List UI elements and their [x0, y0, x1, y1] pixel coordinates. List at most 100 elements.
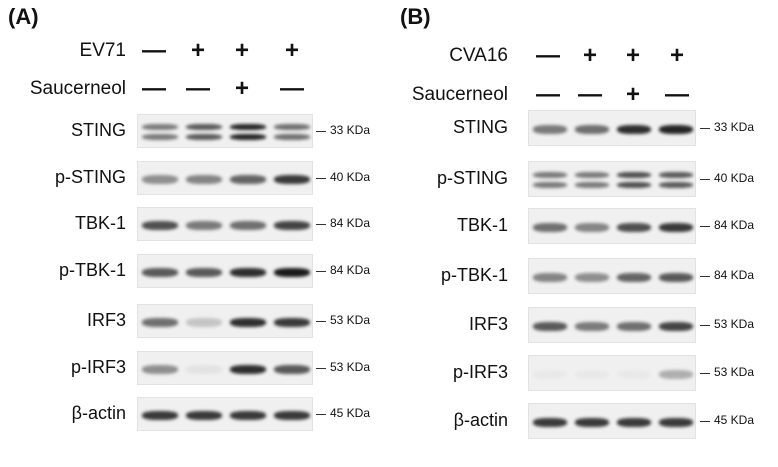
blot-band	[533, 172, 567, 178]
blot-band	[659, 321, 693, 331]
mw-tick-mark	[316, 321, 326, 322]
plus-sign: +	[284, 37, 299, 64]
blot-band	[142, 410, 178, 420]
molecular-weight-label: 53 KDa	[330, 313, 371, 327]
blot-band	[186, 317, 222, 327]
blot-strip	[137, 304, 313, 338]
blot-band	[274, 317, 310, 327]
blot-strip	[137, 351, 313, 385]
molecular-weight-label: 84 KDa	[714, 218, 755, 232]
blot-band	[575, 272, 609, 282]
molecular-weight-label: 84 KDa	[330, 263, 371, 277]
plus-sign: +	[582, 42, 597, 69]
blot-strip	[137, 114, 313, 148]
blot-band	[230, 220, 266, 230]
blot-band	[186, 267, 222, 277]
mw-tick-mark	[316, 178, 326, 179]
molecular-weight-label: 84 KDa	[714, 268, 755, 282]
minus-sign: —	[665, 81, 689, 108]
blot-band	[274, 174, 310, 184]
blot-band	[659, 124, 693, 134]
blot-band	[142, 317, 178, 327]
mw-tick-mark	[700, 276, 710, 277]
protein-label: p-TBK-1	[58, 260, 126, 280]
blot-band	[142, 124, 178, 130]
molecular-weight-label: 45 KDa	[714, 413, 755, 427]
blot-band	[659, 417, 693, 427]
condition-label: CVA16	[449, 45, 508, 66]
protein-label: TBK-1	[456, 215, 508, 235]
molecular-weight-label: 33 KDa	[330, 123, 371, 137]
molecular-weight-label: 53 KDa	[714, 365, 755, 379]
blot-strip	[528, 110, 696, 146]
blot-band	[186, 410, 222, 420]
blot-band	[533, 321, 567, 331]
blot-band	[230, 174, 266, 184]
blot-band	[617, 124, 651, 134]
blot-band	[659, 172, 693, 178]
blot-strip	[528, 161, 696, 197]
mw-tick-mark	[700, 179, 710, 180]
blot-band	[533, 124, 567, 134]
blot-band	[230, 124, 266, 130]
blot-band	[274, 364, 310, 374]
blot-band	[230, 134, 266, 140]
blot-band	[186, 124, 222, 130]
blot-band	[274, 220, 310, 230]
protein-label: p-IRF3	[70, 357, 126, 377]
protein-label: p-TBK-1	[440, 265, 508, 285]
plus-sign: +	[669, 42, 684, 69]
minus-sign: —	[280, 75, 304, 102]
blot-band	[617, 172, 651, 178]
mw-tick-mark	[316, 271, 326, 272]
molecular-weight-label: 84 KDa	[330, 216, 371, 230]
blot-band	[230, 317, 266, 327]
mw-tick-mark	[700, 373, 710, 374]
blot-band	[617, 370, 651, 379]
blot-band	[575, 417, 609, 427]
protein-label: IRF3	[468, 314, 508, 334]
blot-strip	[528, 355, 696, 391]
blot-band	[575, 321, 609, 331]
mw-tick-mark	[316, 224, 326, 225]
blot-band	[533, 222, 567, 232]
protein-label: β-actin	[453, 410, 508, 430]
condition-label: Saucerneol	[29, 78, 126, 99]
blot-band	[533, 370, 567, 379]
protein-label: p-IRF3	[452, 362, 508, 382]
minus-sign: —	[536, 42, 560, 69]
blot-strip	[137, 254, 313, 288]
plus-sign: +	[625, 81, 640, 108]
protein-label: TBK-1	[74, 213, 126, 233]
blot-band	[274, 410, 310, 420]
plus-sign: +	[234, 75, 249, 102]
mw-tick-mark	[700, 421, 710, 422]
blot-band	[659, 272, 693, 282]
blot-strip	[528, 403, 696, 439]
molecular-weight-label: 33 KDa	[714, 120, 755, 134]
molecular-weight-label: 40 KDa	[714, 171, 755, 185]
panel-letter-b: (B)	[400, 4, 431, 29]
blot-band	[142, 174, 178, 184]
minus-sign: —	[536, 81, 560, 108]
mw-tick-mark	[316, 131, 326, 132]
plus-sign: +	[625, 42, 640, 69]
molecular-weight-label: 45 KDa	[330, 406, 371, 420]
blot-band	[230, 267, 266, 277]
protein-label: p-STING	[54, 167, 126, 187]
mw-tick-mark	[700, 128, 710, 129]
blot-band	[142, 267, 178, 277]
plus-sign: +	[190, 37, 205, 64]
blot-strip	[137, 207, 313, 241]
molecular-weight-label: 53 KDa	[330, 360, 371, 374]
blot-strip	[528, 258, 696, 294]
blot-band	[533, 417, 567, 427]
blot-band	[617, 417, 651, 427]
mw-tick-mark	[316, 368, 326, 369]
panel-letter-a: (A)	[8, 4, 39, 29]
blot-band	[575, 182, 609, 188]
blot-band	[142, 134, 178, 140]
minus-sign: —	[578, 81, 602, 108]
blot-band	[659, 369, 693, 379]
blot-band	[142, 364, 178, 374]
